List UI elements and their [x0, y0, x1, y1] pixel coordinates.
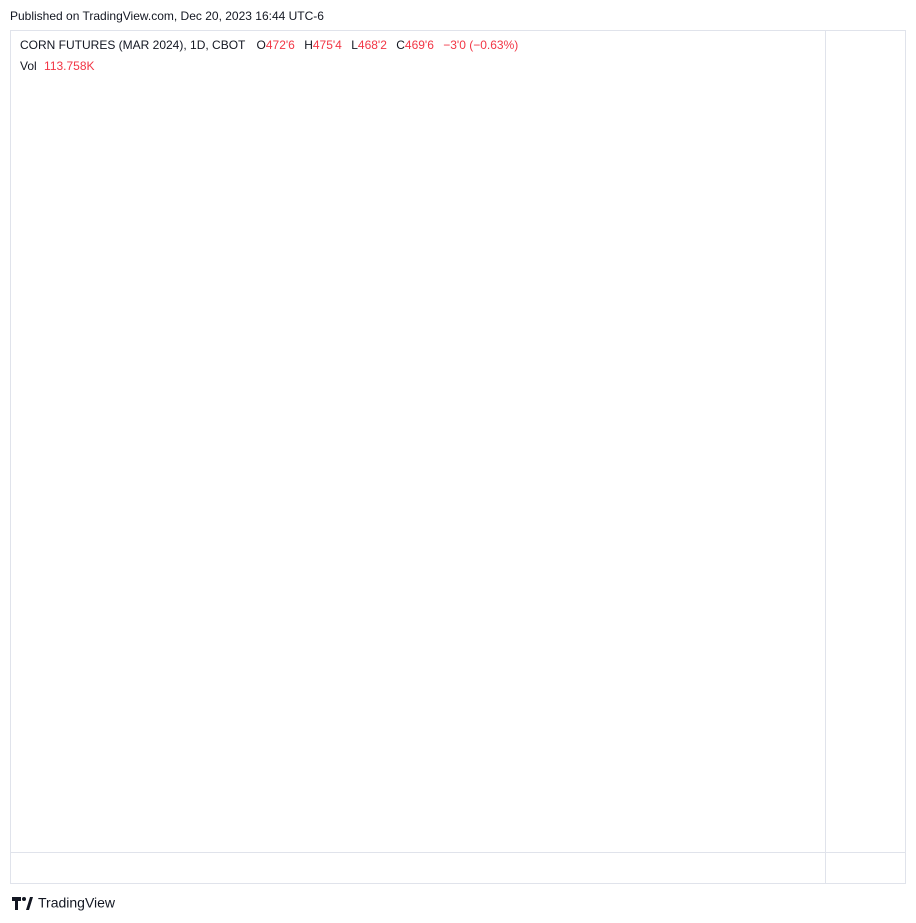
volume-value: 113.758K	[44, 59, 95, 73]
chart-frame	[10, 30, 906, 884]
change: −3'0 (−0.63%)	[443, 38, 518, 52]
legend: CORN FUTURES (MAR 2024), 1D, CBOT O472'6…	[20, 38, 518, 52]
close-key: C	[396, 38, 405, 52]
logo: TradingView	[12, 895, 116, 911]
published-note: Published on TradingView.com, Dec 20, 20…	[10, 9, 324, 23]
logo-dot	[22, 897, 26, 901]
close-value: 469'6	[405, 38, 434, 52]
volume-legend: Vol 113.758K	[20, 59, 95, 73]
logo-text: TradingView	[38, 895, 116, 911]
symbol-title: CORN FUTURES (MAR 2024), 1D, CBOT	[20, 38, 246, 52]
logo-mark	[12, 897, 33, 910]
high-key: H	[304, 38, 313, 52]
open-key: O	[257, 38, 266, 52]
low-key: L	[351, 38, 358, 52]
volume-key: Vol	[20, 59, 37, 73]
open-value: 472'6	[266, 38, 295, 52]
low-value: 468'2	[358, 38, 387, 52]
high-value: 475'4	[313, 38, 342, 52]
